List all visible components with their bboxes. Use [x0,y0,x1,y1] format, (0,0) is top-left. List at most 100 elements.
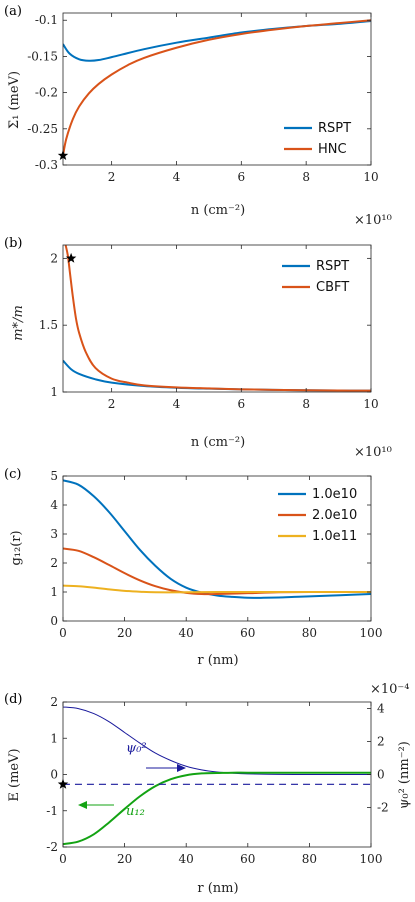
panel-b-legend: RSPT CBFT [282,259,349,295]
x-tick-label: 8 [302,170,310,184]
panel-d-y-ticks: -2 -1 0 1 2 [46,695,67,854]
y-tick-label: -2 [46,840,58,854]
x-tick-label: 100 [360,626,383,640]
panel-a-ylabel: Σ₁ (meV) [7,71,22,129]
y-tick-label: 2 [50,556,58,570]
series-line-2-0e10 [63,547,371,596]
panel-a-series [63,19,371,156]
y-tick-label: 0 [50,768,58,782]
panel-c-xlabel: r (nm) [197,653,238,668]
panel-d-ylabel: E (meV) [7,748,22,801]
x-tick-label: 4 [173,397,181,411]
x-tick-label: 20 [117,626,132,640]
x-tick-label: 80 [302,626,317,640]
panel-a-label: (a) [4,4,22,19]
series-line-hnc [63,19,371,156]
panel-c-x-ticks: 0 20 40 60 80 100 [59,476,382,640]
panel-d-ylabel-right: ψ₀² (nm⁻²) [397,741,412,809]
x-tick-label: 2 [108,170,116,184]
legend-label-cbft: CBFT [316,280,349,295]
series-line-cbft [64,245,371,392]
y-tick-label: 0 [50,614,58,628]
legend-label-2e10: 2.0e10 [312,508,357,523]
y-tick-label: 1 [50,585,58,599]
star-marker [57,778,69,789]
y-tick-label: -0.3 [35,158,58,172]
x-tick-label: 8 [302,397,310,411]
star-marker [57,150,69,161]
panel-c-series [63,479,371,599]
panel-d-right-exponent: ×10⁻⁴ [370,682,410,697]
panel-c-ylabel: g₁₂(r) [9,530,24,565]
annotation-psi: ψ₀² [126,741,147,756]
right-y-tick-label: 2 [377,735,385,749]
y-tick-label: -0.15 [27,49,58,63]
x-tick-label: 0 [59,852,67,866]
series-line-u- [63,771,371,846]
annotation-arrow-right [146,764,186,772]
annotation-arrow-left [78,801,114,809]
panel-b-axes-frame [62,244,372,393]
y-tick-label: 1 [50,731,58,745]
panel-d-x-ticks: 0 20 40 60 80 100 [59,702,382,866]
x-tick-label: 10 [363,397,378,411]
y-tick-label: 2 [50,251,58,265]
y-tick-label: 2 [50,695,58,709]
x-tick-label: 10 [363,170,378,184]
y-tick-label: 1.5 [39,318,58,332]
panel-b-y-ticks: 11.52 [39,251,371,399]
panel-c-y-ticks: 0 1 2 3 4 5 [50,469,371,628]
panel-d-xlabel: r (nm) [197,881,238,896]
y-tick-label: -0.1 [35,13,58,27]
x-tick-label: 40 [179,852,194,866]
panel-c-label: (c) [4,467,21,482]
series-line-rspt [63,19,371,62]
x-tick-label: 6 [237,397,245,411]
legend-label-1e11: 1.0e11 [312,529,357,544]
y-tick-label: -0.25 [27,122,58,136]
panel-a-legend: RSPT HNC [284,121,351,157]
panel-c: (c) 0 20 40 60 80 100 0 1 2 3 4 5 r (nm) g₁₂(r) 1.… [4,467,382,668]
panel-c-legend: 1.0e10 2.0e10 1.0e11 [278,487,357,544]
panel-a-x-ticks: 2 4 6 8 10 [108,13,379,184]
y-tick-label: 4 [50,498,58,512]
legend-label-1e10: 1.0e10 [312,487,357,502]
series-line-rspt [63,359,371,392]
x-tick-label: 100 [360,852,383,866]
panel-a: (a) 2 4 6 8 10 -0.3 -0.25 -0.2 -0.15 -0.1 n (cm⁻… [4,4,392,228]
right-y-tick-label: 4 [377,702,385,716]
panel-d-series [63,706,371,846]
panel-d-label: (d) [4,692,22,707]
y-tick-label: 5 [50,469,58,483]
series-line-- [63,706,371,776]
x-tick-label: 6 [237,170,245,184]
x-tick-label: 80 [302,852,317,866]
y-tick-label: -1 [46,804,58,818]
panel-b-label: (b) [4,236,22,251]
x-tick-label: 20 [117,852,132,866]
right-y-tick-label: -2 [377,800,389,814]
panel-b: (b) 2 4 6 8 10 11.52 n (cm⁻²) ×10¹⁰ m*/m RSP… [4,236,392,460]
y-tick-label: 1 [50,385,58,399]
x-tick-label: 0 [59,626,67,640]
panel-a-axes-frame [62,12,372,166]
legend-label-rspt: RSPT [316,259,349,274]
legend-label-hnc: HNC [318,142,347,157]
star-marker [65,252,77,263]
x-tick-label: 4 [173,170,181,184]
panel-a-xlabel: n (cm⁻²) [191,203,245,218]
panel-a-y-ticks: -0.3 -0.25 -0.2 -0.15 -0.1 [27,13,371,172]
y-tick-label: 3 [50,527,58,541]
x-tick-label: 40 [179,626,194,640]
panel-b-x-exponent: ×10¹⁰ [354,445,392,460]
panel-b-ylabel: m*/m [11,305,26,341]
panel-a-x-exponent: ×10¹⁰ [354,213,392,228]
panel-b-x-ticks: 2 4 6 8 10 [108,245,379,411]
x-tick-label: 60 [240,626,255,640]
y-tick-label: -0.2 [35,86,58,100]
panel-d-right-y-ticks: -2 0 2 4 [367,702,389,814]
right-y-tick-label: 0 [377,768,385,782]
x-tick-label: 2 [108,397,116,411]
